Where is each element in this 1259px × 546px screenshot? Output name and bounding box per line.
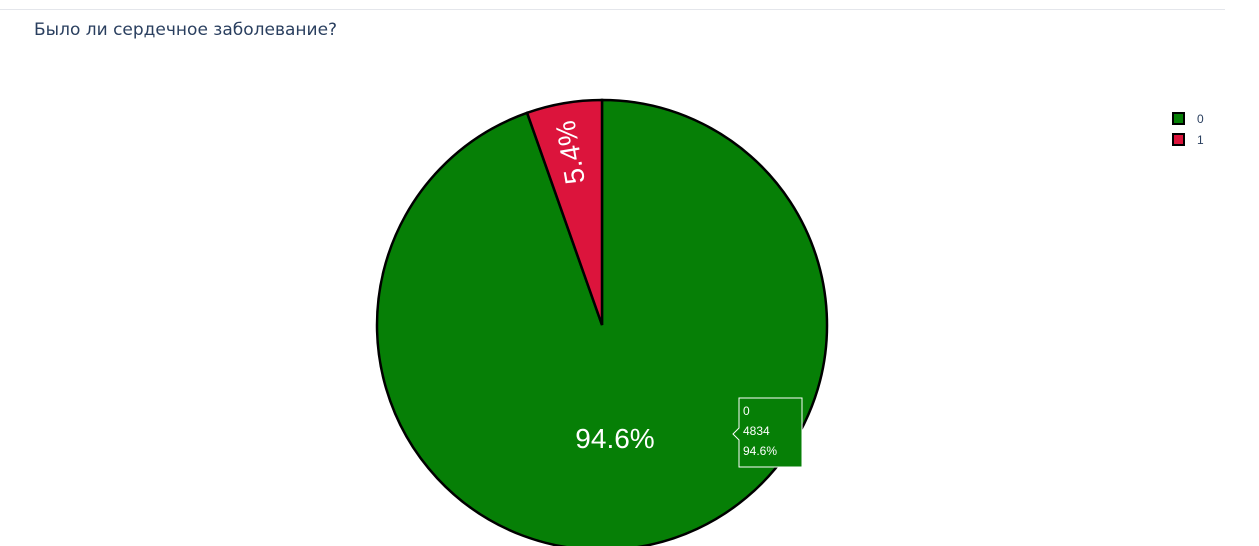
top-divider (0, 9, 1225, 10)
legend-swatch-0 (1172, 112, 1185, 125)
legend-item-0[interactable]: 0 (1172, 108, 1204, 129)
legend-item-1[interactable]: 1 (1172, 129, 1204, 150)
legend: 0 1 (1172, 108, 1204, 150)
tooltip-label: 0 (743, 404, 750, 418)
legend-label-1: 1 (1197, 132, 1204, 147)
slice-percent-label-0: 94.6% (575, 423, 654, 454)
chart-title: Было ли сердечное заболевание? (34, 20, 338, 40)
tooltip-percent: 94.6% (743, 444, 777, 458)
pie-slice-0[interactable] (375, 98, 829, 546)
pie-slice-1[interactable] (525, 98, 604, 326)
legend-swatch-1 (1172, 133, 1185, 146)
legend-label-0: 0 (1197, 111, 1204, 126)
tooltip-value: 4834 (743, 424, 770, 438)
hover-tooltip: 0 4834 94.6% (732, 397, 803, 468)
